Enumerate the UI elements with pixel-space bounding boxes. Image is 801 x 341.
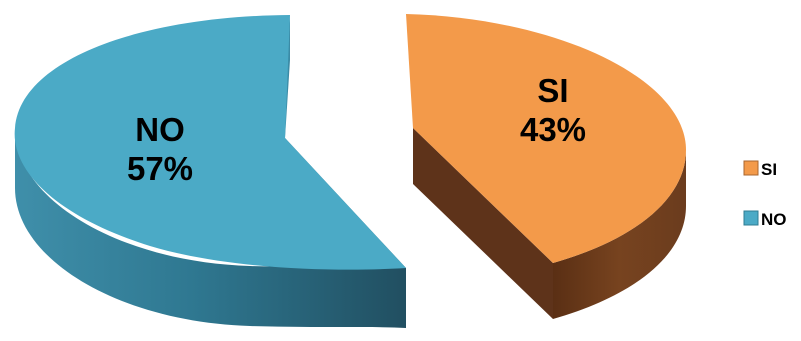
legend-label-si: SI — [761, 160, 777, 179]
slice-no-side — [15, 128, 406, 328]
slice-si-top — [406, 14, 686, 263]
slice-si — [406, 14, 686, 319]
slice-label-si: SI — [537, 72, 568, 109]
slice-no — [14, 15, 407, 328]
slice-si-side — [553, 150, 686, 319]
legend-swatch-no — [743, 210, 759, 226]
slice-value-no: 57% — [127, 150, 193, 187]
slice-no-top — [14, 15, 407, 270]
slice-si-cut-face — [413, 128, 553, 319]
legend-label-no: NO — [761, 210, 787, 229]
slice-value-si: 43% — [520, 111, 586, 148]
slice-label-no: NO — [135, 111, 185, 148]
legend: SI NO — [743, 160, 787, 229]
legend-swatch-si — [743, 160, 759, 176]
